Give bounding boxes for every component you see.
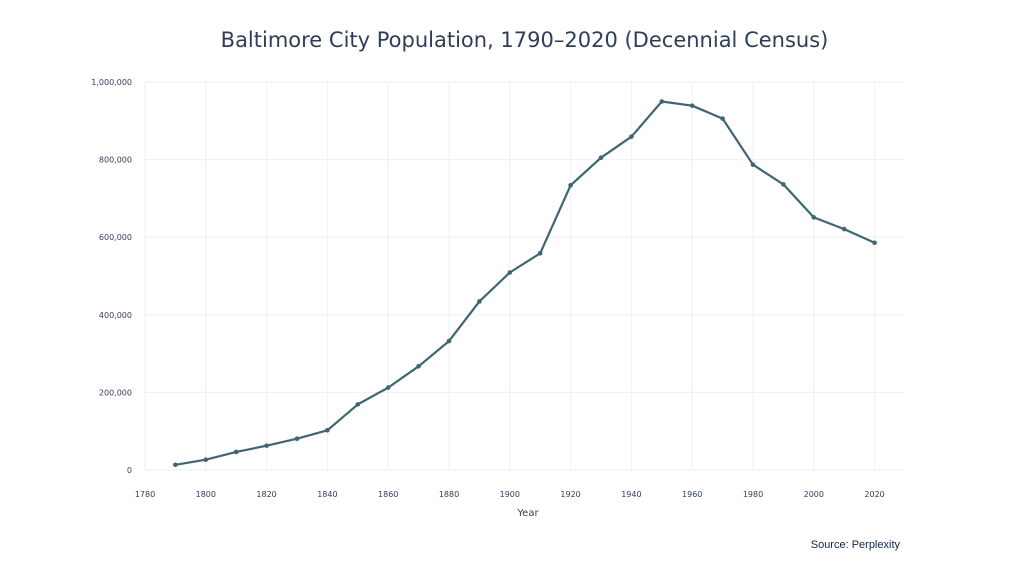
x-tick-label: 1900: [500, 490, 520, 499]
y-tick-label: 0: [127, 466, 132, 475]
x-tick-label: 1940: [621, 490, 641, 499]
data-point[interactable]: [598, 155, 604, 161]
data-point[interactable]: [385, 385, 391, 390]
x-tick-label: 1800: [196, 490, 216, 499]
data-point[interactable]: [629, 134, 634, 139]
x-tick-label: 1980: [743, 490, 763, 499]
data-point[interactable]: [203, 457, 209, 463]
axes: 1780 1800 1820 1840 1860 1880 1900 1920 1940 1960…: [91, 78, 884, 499]
y-tick-label: 1,000,000: [91, 78, 132, 87]
x-tick-label: 1920: [560, 490, 580, 499]
x-tick-label: 2000: [804, 490, 824, 499]
source-note: Source: Perplexity: [810, 539, 900, 551]
data-point[interactable]: [264, 443, 269, 448]
grid: [144, 81, 905, 471]
data-point[interactable]: [781, 182, 786, 187]
y-tick-label: 400,000: [99, 311, 132, 320]
x-axis-title: Year: [516, 508, 539, 519]
x-tick-label: 1840: [317, 490, 337, 499]
data-point[interactable]: [507, 270, 513, 275]
y-tick-label: 600,000: [99, 233, 132, 242]
data-point[interactable]: [689, 103, 695, 108]
data-point[interactable]: [173, 462, 178, 468]
x-tick-label: 1960: [682, 490, 702, 499]
x-tick-label: 1880: [439, 490, 459, 499]
data-point[interactable]: [416, 363, 421, 369]
x-tick-label: 1820: [256, 490, 276, 499]
data-point[interactable]: [355, 402, 361, 407]
data-point[interactable]: [294, 436, 300, 442]
chart-title: Baltimore City Population, 1790–2020 (De…: [220, 28, 829, 52]
data-point[interactable]: [477, 299, 482, 304]
y-tick-label: 200,000: [99, 388, 132, 397]
y-tick-label: 800,000: [99, 156, 132, 165]
data-point[interactable]: [233, 449, 239, 455]
data-point[interactable]: [841, 226, 847, 232]
data-point[interactable]: [446, 338, 452, 344]
data-point[interactable]: [325, 428, 330, 433]
data-point[interactable]: [537, 251, 543, 256]
x-tick-label: 2020: [864, 490, 884, 499]
series-line: [175, 100, 876, 466]
data-point[interactable]: [811, 215, 817, 220]
x-tick-label: 1860: [378, 490, 398, 499]
data-point[interactable]: [659, 99, 665, 104]
series-population: [173, 99, 877, 468]
x-tick-label: 1780: [135, 490, 155, 499]
data-point[interactable]: [750, 162, 756, 168]
data-point[interactable]: [568, 182, 573, 188]
data-point[interactable]: [720, 116, 725, 121]
data-point[interactable]: [872, 240, 877, 246]
